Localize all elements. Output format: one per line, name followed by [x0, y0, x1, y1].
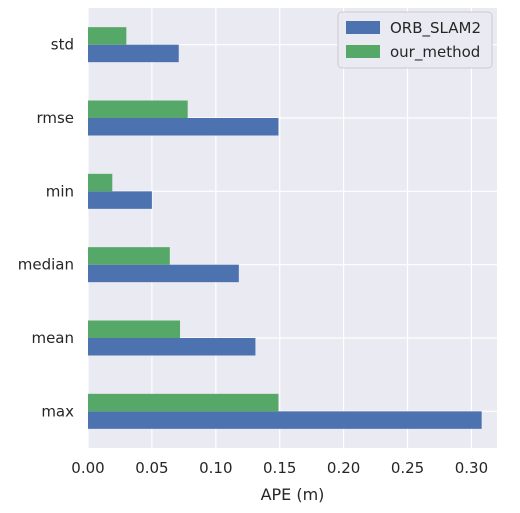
- legend-label-orb-slam2: ORB_SLAM2: [390, 19, 481, 38]
- legend-swatch-our-method: [346, 45, 380, 58]
- plot-area: [88, 8, 497, 448]
- bar-orb-slam2-rmse: [88, 118, 279, 136]
- bar-our-method-min: [88, 173, 113, 192]
- legend: ORB_SLAM2 our_method: [337, 11, 493, 69]
- bar-orb-slam2-median: [88, 264, 239, 283]
- legend-swatch-orb-slam2: [346, 21, 380, 34]
- y-tick-label: rmse: [36, 109, 74, 127]
- y-tick-label: mean: [31, 329, 74, 347]
- x-tick-labels: 0.00 0.05 0.10 0.15 0.20 0.25 0.30: [71, 459, 488, 477]
- bar-orb-slam2-min: [88, 191, 152, 209]
- legend-label-our-method: our_method: [390, 43, 480, 62]
- x-tick-label: 0.20: [327, 459, 360, 477]
- x-tick-label: 0.00: [71, 459, 104, 477]
- bar-our-method-max: [88, 393, 279, 412]
- bar-orb-slam2-max: [88, 411, 482, 429]
- bar-orb-slam2-std: [88, 44, 179, 63]
- x-tick-label: 0.15: [263, 459, 296, 477]
- y-tick-label: max: [41, 402, 74, 420]
- x-tick-label: 0.05: [135, 459, 168, 477]
- y-tick-label: min: [46, 182, 74, 200]
- x-tick-label: 0.30: [455, 459, 488, 477]
- y-tick-labels: max mean median min rmse std: [18, 36, 74, 421]
- bar-our-method-median: [88, 247, 170, 265]
- y-tick-label: std: [51, 36, 74, 54]
- x-tick-label: 0.10: [199, 459, 232, 477]
- y-tick-label: median: [18, 256, 74, 274]
- x-tick-label: 0.25: [391, 459, 424, 477]
- bar-our-method-rmse: [88, 100, 188, 118]
- bar-our-method-mean: [88, 320, 181, 338]
- bar-orb-slam2-mean: [88, 338, 256, 356]
- bars: [88, 27, 482, 429]
- bar-our-method-std: [88, 27, 127, 45]
- x-axis-title: APE (m): [261, 485, 325, 504]
